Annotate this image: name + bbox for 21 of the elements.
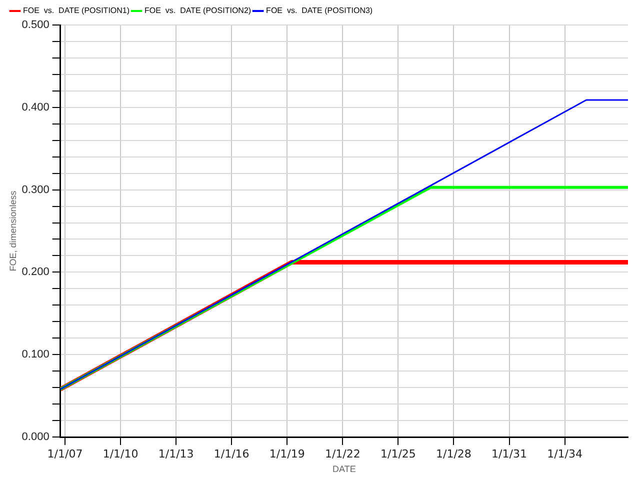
x-tick-label: 1/1/34 [547, 447, 583, 460]
x-tick-label: 1/1/10 [102, 447, 138, 460]
x-tick-label: 1/1/19 [269, 447, 305, 460]
legend-label: FOE vs. DATE (POSITION2) [144, 6, 252, 16]
legend-label: FOE vs. DATE (POSITION3) [266, 6, 373, 16]
x-tick-label: 1/1/28 [436, 447, 472, 460]
y-tick-label: 0.200 [22, 266, 50, 278]
y-tick-label: 0.000 [22, 431, 50, 444]
y-tick-label: 0.400 [22, 101, 50, 114]
x-tick-label: 1/1/13 [158, 447, 194, 460]
x-tick-label: 1/1/25 [380, 447, 416, 460]
y-tick-label: 0.500 [22, 19, 50, 32]
y-tick-label: 0.300 [22, 184, 50, 196]
y-tick-label: 0.100 [22, 348, 50, 361]
x-tick-label: 1/1/07 [47, 447, 83, 460]
y-axis-title: FOE, dimensionless [8, 190, 18, 272]
legend-label: FOE vs. DATE (POSITION1) [23, 6, 130, 16]
x-axis-title: DATE [332, 464, 356, 474]
x-tick-label: 1/1/31 [492, 447, 527, 460]
x-tick-label: 1/1/22 [324, 447, 360, 460]
x-tick-label: 1/1/16 [214, 447, 250, 460]
